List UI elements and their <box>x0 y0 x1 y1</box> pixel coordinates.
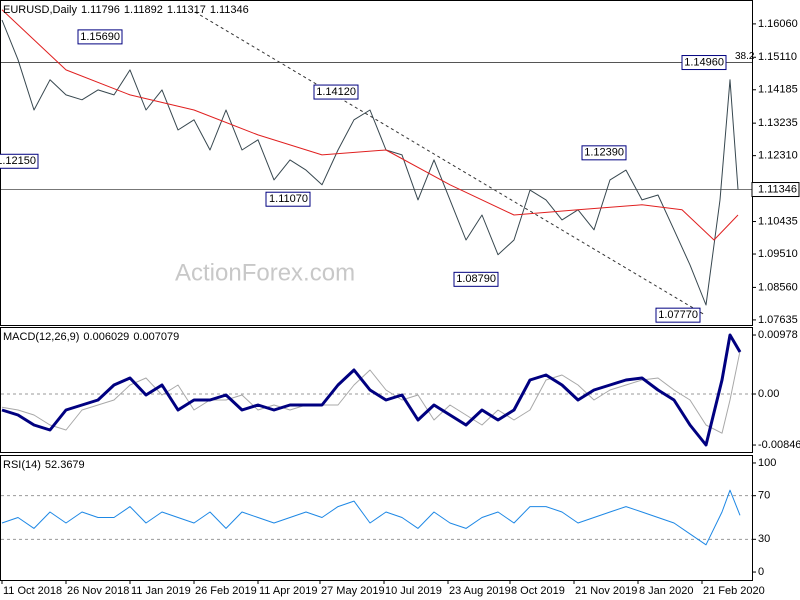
header-value: 0.006029 <box>83 331 129 343</box>
series-line <box>1 489 741 546</box>
header-value: 1.11892 <box>124 4 163 16</box>
y-tick-label: -0.008464 <box>758 439 800 451</box>
price-label-box <box>655 307 701 323</box>
last-price-box <box>751 182 800 198</box>
panel-frame <box>0 455 753 581</box>
price-label: 1.11070 <box>269 193 308 205</box>
price-label-box <box>265 191 311 207</box>
x-tick-label: 26 Feb 2019 <box>195 585 257 597</box>
y-tick-label: 1.10435 <box>758 215 798 227</box>
price-label: 1.14120 <box>316 86 356 98</box>
x-tick-label: 8 Oct 2019 <box>511 585 565 597</box>
price-label-box <box>453 271 499 287</box>
panel-frame <box>0 327 753 453</box>
y-tick-label: 0.00978 <box>758 329 798 341</box>
y-tick-label: 0.00 <box>758 388 779 400</box>
price-label: 1.12150 <box>0 155 36 167</box>
price-label: 1.15690 <box>80 31 120 43</box>
header-value: 1.11346 <box>210 4 249 16</box>
y-tick-label: 1.08560 <box>758 281 798 293</box>
x-tick-label: 26 Nov 2018 <box>67 585 129 597</box>
y-tick-label: 0 <box>758 566 764 578</box>
price-label-box <box>313 84 359 100</box>
price-label: 1.08790 <box>456 273 496 285</box>
x-tick-label: 8 Jan 2020 <box>639 585 693 597</box>
y-tick-label: 30 <box>758 533 770 545</box>
last-price-label: 1.11346 <box>758 183 797 195</box>
x-tick-label: 23 Aug 2019 <box>449 585 511 597</box>
series-line <box>1 9 739 241</box>
price-label-box <box>77 29 123 45</box>
y-tick-label: 1.07635 <box>758 314 798 326</box>
price-label-box <box>681 55 727 71</box>
x-tick-label: 11 Apr 2019 <box>259 585 318 597</box>
y-tick-label: 1.15110 <box>758 51 797 63</box>
panel-title: MACD(12,26,9) <box>3 331 79 343</box>
price-label-box <box>0 153 39 169</box>
y-tick-label: 1.14185 <box>758 84 798 96</box>
panel-header: RSI(14) 52.3679 <box>3 459 85 471</box>
y-tick-label: 1.12310 <box>758 150 798 162</box>
x-tick-label: 27 May 2019 <box>321 585 385 597</box>
x-tick-label: 11 Oct 2018 <box>3 585 62 597</box>
header-value: 1.11317 <box>167 4 206 16</box>
fib-label: 38.2 <box>735 51 755 62</box>
header-value: 52.3679 <box>45 459 85 471</box>
x-tick-label: 21 Nov 2019 <box>575 585 637 597</box>
panel-header: MACD(12,26,9) 0.006029 0.007079 <box>3 331 179 343</box>
y-tick-label: 1.09510 <box>758 248 798 260</box>
x-tick-label: 21 Feb 2020 <box>703 585 765 597</box>
y-tick-label: 1.13235 <box>758 117 798 129</box>
panel-title: RSI(14) <box>3 459 41 471</box>
x-tick-label: 11 Jan 2019 <box>131 585 191 597</box>
price-label: 1.14960 <box>684 56 724 68</box>
header-value: 1.11796 <box>81 4 120 16</box>
x-tick-label: 10 Jul 2019 <box>385 585 442 597</box>
panel-title: EURUSD,Daily <box>3 4 77 16</box>
price-label: 1.07770 <box>658 309 698 321</box>
price-label: 1.12390 <box>584 147 624 159</box>
watermark: ActionForex.com <box>175 259 355 286</box>
series-line <box>1 19 739 306</box>
y-tick-label: 70 <box>758 490 770 502</box>
series-line <box>1 333 742 447</box>
y-tick-label: 100 <box>758 457 776 469</box>
header-value: 0.007079 <box>133 331 179 343</box>
y-tick-label: 1.16060 <box>758 18 798 30</box>
series-line <box>1 351 741 434</box>
panel-header: EURUSD,Daily 1.11796 1.11892 1.11317 1.11346 <box>3 4 249 16</box>
price-label-box <box>581 145 627 161</box>
